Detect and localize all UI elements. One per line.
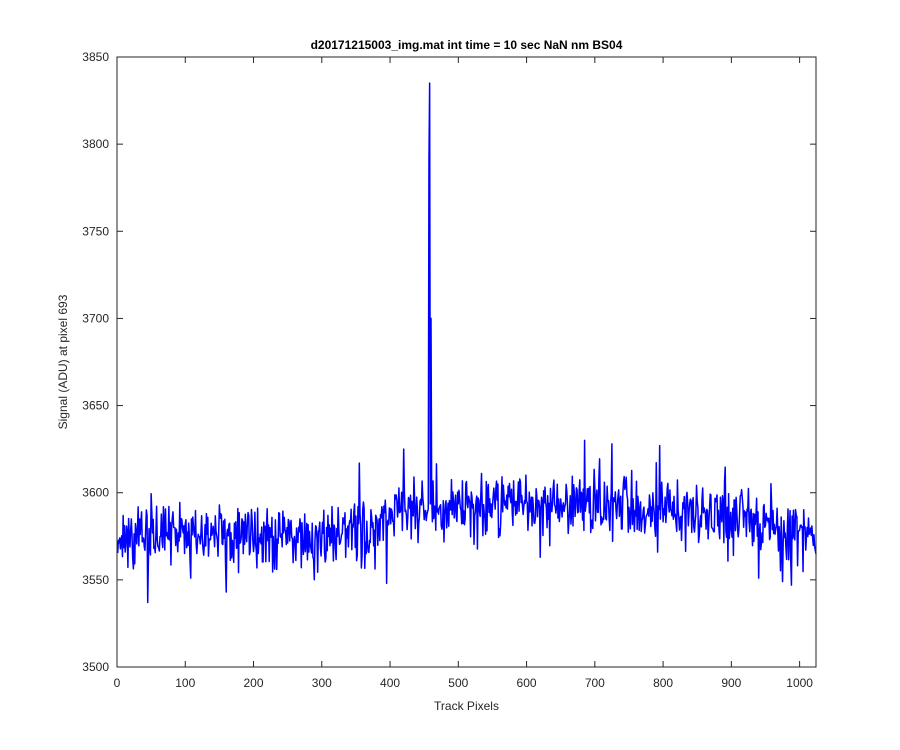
x-axis-label: Track Pixels (434, 699, 499, 713)
y-tick-label: 3800 (82, 137, 109, 151)
x-tick-label: 500 (448, 676, 468, 690)
y-tick-label: 3600 (82, 486, 109, 500)
x-tick-label: 400 (380, 676, 400, 690)
x-tick-label: 100 (175, 676, 195, 690)
x-tick-label: 0 (114, 676, 121, 690)
y-axis-label: Signal (ADU) at pixel 693 (56, 294, 70, 429)
x-axis-ticks: 0 100 200 300 400 500 600 700 800 900 1000 (114, 57, 813, 690)
x-tick-label: 200 (244, 676, 264, 690)
y-tick-label: 3750 (82, 224, 109, 238)
series-line (116, 82, 817, 604)
y-tick-label: 3550 (82, 573, 109, 587)
plot-frame (116, 56, 817, 668)
x-tick-label: 300 (312, 676, 332, 690)
x-tick-label: 800 (653, 676, 673, 690)
y-axis-ticks: 3500 3550 3600 3650 3700 3750 3800 3850 (82, 50, 816, 674)
x-tick-label: 600 (517, 676, 537, 690)
plot-area (117, 57, 816, 667)
y-tick-label: 3700 (82, 311, 109, 325)
y-tick-label: 3850 (82, 50, 109, 64)
x-tick-label: 900 (721, 676, 741, 690)
x-tick-label: 700 (585, 676, 605, 690)
y-tick-label: 3500 (82, 660, 109, 674)
y-tick-label: 3650 (82, 399, 109, 413)
x-tick-label: 1000 (786, 676, 813, 690)
chart-title: d20171215003_img.mat int time = 10 sec N… (311, 38, 623, 52)
